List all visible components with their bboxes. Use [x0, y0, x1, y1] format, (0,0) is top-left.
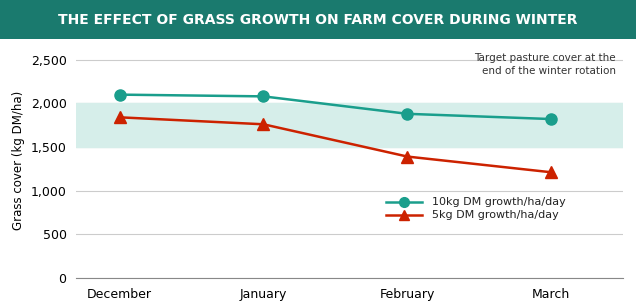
Y-axis label: Grass cover (kg DM/ha): Grass cover (kg DM/ha) — [12, 90, 25, 230]
Text: THE EFFECT OF GRASS GROWTH ON FARM COVER DURING WINTER: THE EFFECT OF GRASS GROWTH ON FARM COVER… — [59, 13, 577, 27]
Text: 5kg DM growth/ha/day: 5kg DM growth/ha/day — [432, 210, 558, 220]
Bar — [76, 103, 623, 147]
Text: 10kg DM growth/ha/day: 10kg DM growth/ha/day — [432, 197, 565, 207]
Text: Target pasture cover at the
end of the winter rotation: Target pasture cover at the end of the w… — [474, 53, 616, 76]
